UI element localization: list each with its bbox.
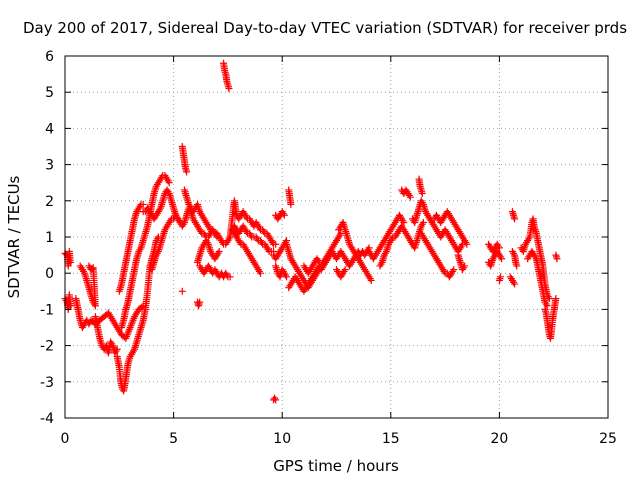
axis-ticks xyxy=(64,55,609,419)
y-tick-label: 0 xyxy=(45,266,54,282)
data-point xyxy=(258,238,266,246)
data-point xyxy=(165,179,173,187)
data-point xyxy=(196,298,204,306)
data-point xyxy=(542,300,550,308)
data-point xyxy=(215,247,223,255)
x-tick-label: 20 xyxy=(490,431,508,447)
y-tick-label: 6 xyxy=(45,49,54,65)
data-point xyxy=(367,276,375,284)
data-point xyxy=(510,249,518,257)
x-tick-label: 25 xyxy=(599,431,617,447)
y-tick-label: 2 xyxy=(45,194,54,210)
data-point xyxy=(226,273,234,281)
x-tick-label: 5 xyxy=(169,431,178,447)
data-point xyxy=(283,273,291,281)
data-point xyxy=(511,280,519,288)
data-point xyxy=(287,200,295,208)
y-tick-label: 3 xyxy=(45,158,54,174)
chart-title: Day 200 of 2017, Sidereal Day-to-day VTE… xyxy=(23,19,627,37)
data-point xyxy=(271,394,279,402)
data-point xyxy=(498,255,506,263)
data-point xyxy=(178,287,186,295)
y-tick-label: -2 xyxy=(40,339,54,355)
data-point xyxy=(183,168,191,176)
x-tick-label: 0 xyxy=(61,431,70,447)
y-tick-label: 4 xyxy=(45,121,54,137)
x-axis-title: GPS time / hours xyxy=(273,457,399,475)
grid-lines xyxy=(65,56,608,418)
x-tick-labels: 0 5 10 15 20 25 xyxy=(61,431,617,447)
data-point xyxy=(400,219,408,227)
data-point xyxy=(315,258,323,266)
data-point xyxy=(463,240,471,248)
data-point xyxy=(406,193,414,201)
y-tick-label: -3 xyxy=(40,375,54,391)
data-point xyxy=(260,228,268,236)
data-point xyxy=(272,240,280,248)
data-point xyxy=(113,345,121,353)
data-point xyxy=(543,302,551,310)
data-point xyxy=(272,396,280,404)
data-point xyxy=(553,255,561,263)
data-point xyxy=(552,295,560,303)
data-point xyxy=(139,200,147,208)
data-point xyxy=(66,258,74,266)
data-point xyxy=(419,219,427,227)
data-point xyxy=(247,231,255,239)
data-point xyxy=(85,262,93,270)
data-point xyxy=(495,244,503,252)
data-point xyxy=(225,85,233,93)
data-point xyxy=(511,215,519,223)
y-tick-labels: -4 -3 -2 -1 0 1 2 3 4 5 6 xyxy=(40,49,54,427)
data-point xyxy=(280,211,288,219)
data-point xyxy=(253,235,261,243)
data-point xyxy=(66,302,74,310)
y-tick-label: -1 xyxy=(40,302,54,318)
data-point xyxy=(256,269,264,277)
y-tick-label: 1 xyxy=(45,230,54,246)
x-tick-label: 15 xyxy=(382,431,400,447)
y-tick-label: 5 xyxy=(45,85,54,101)
data-point xyxy=(450,266,458,274)
data-point xyxy=(341,266,349,274)
x-tick-label: 10 xyxy=(273,431,291,447)
data-point xyxy=(513,262,521,270)
data-point xyxy=(461,262,469,270)
data-point xyxy=(418,190,426,198)
data-points xyxy=(61,59,561,404)
y-tick-label: -4 xyxy=(40,411,54,427)
y-axis-title: SDTVAR / TECUs xyxy=(5,175,23,298)
data-point xyxy=(496,273,504,281)
